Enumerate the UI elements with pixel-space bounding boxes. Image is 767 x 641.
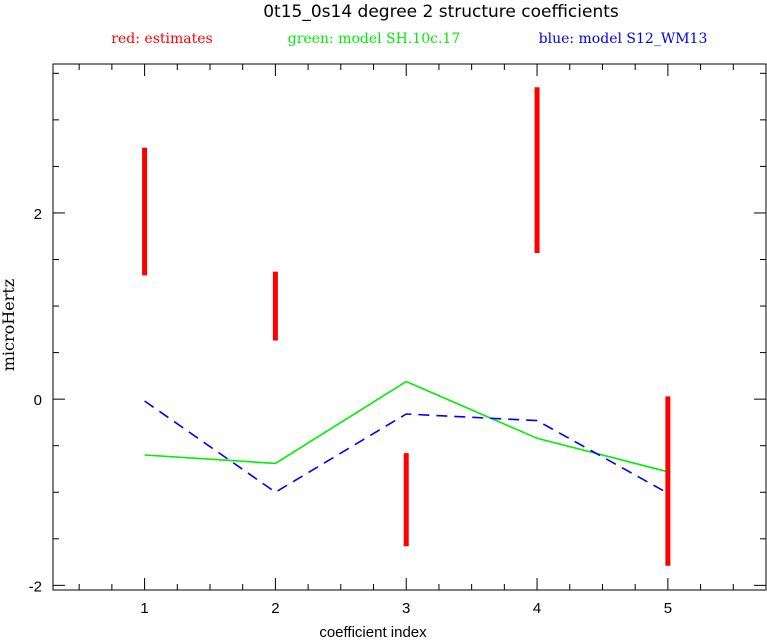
series-line-sh10c17	[144, 380, 669, 473]
y-axis-label: microHertz	[0, 279, 18, 371]
x-tick-label: 4	[533, 600, 541, 617]
y-tick-label: -2	[29, 578, 42, 595]
chart-legend: red: estimates green: model SH.10c.17 blue…	[111, 31, 707, 47]
y-tick-label: 2	[34, 206, 42, 223]
axis-ticks: 1 2 3 4 5 -2 0 2	[29, 64, 766, 617]
plot-frame	[52, 63, 767, 591]
x-tick-label: 2	[271, 600, 279, 617]
y-tick-label: 0	[34, 392, 42, 409]
legend-entry: red: estimates	[111, 31, 212, 47]
series-line-s12wm13	[144, 400, 669, 494]
x-tick-label: 5	[664, 600, 672, 617]
chart-marks	[142, 87, 671, 566]
x-axis-label: coefficient index	[319, 624, 427, 641]
legend-entry: blue: model S12_WM13	[539, 31, 708, 47]
chart-title: 0t15_0s14 degree 2 structure coefficient…	[263, 2, 619, 22]
x-tick-label: 3	[402, 600, 410, 617]
legend-entry: green: model SH.10c.17	[288, 31, 460, 47]
x-tick-label: 1	[140, 600, 148, 617]
